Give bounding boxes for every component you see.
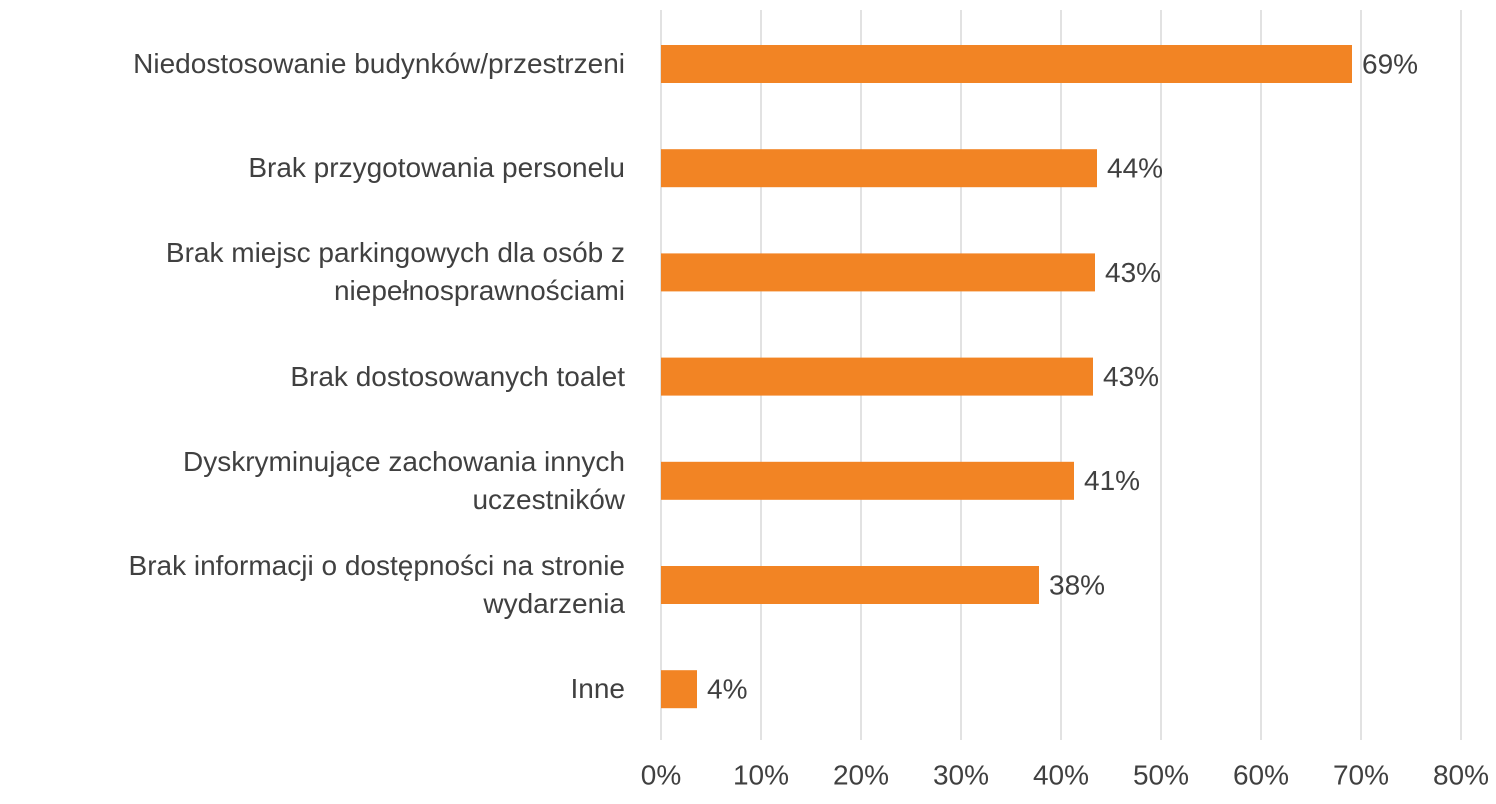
category-label: Brak informacji o dostępności na stronie… [128,550,625,619]
category-label: Niedostosowanie budynków/przestrzeni [133,48,625,79]
value-label: 41% [1084,465,1140,496]
category-label: Brak dostosowanych toalet [290,360,625,392]
bar [661,253,1095,292]
x-tick-label: 70% [1333,759,1389,790]
value-label: 43% [1103,361,1159,392]
category-label: Brak przygotowania personelu [248,152,625,184]
x-tick-label: 50% [1133,759,1189,790]
x-tick-label: 20% [833,759,889,790]
category-label: Dyskryminujące zachowania innych uczestn… [183,445,625,515]
bar [661,461,1074,500]
x-tick-label: 80% [1433,759,1489,790]
x-tick-label: 40% [1033,759,1089,790]
bar [661,357,1093,396]
category-label: Inne [570,673,626,705]
x-tick-label: 30% [933,759,989,790]
bar [661,566,1039,604]
value-label: 43% [1105,257,1161,288]
value-label: 4% [707,674,747,705]
category-label: Brak miejsc parkingowych dla osób z niep… [165,237,625,307]
x-tick-label: 60% [1233,759,1289,790]
bar [661,45,1352,83]
value-label: 38% [1049,569,1105,600]
bar [661,149,1097,188]
bar [661,670,697,709]
value-label: 69% [1362,48,1418,79]
value-label: 44% [1107,153,1163,184]
x-tick-label: 10% [733,759,789,790]
x-tick-label: 0% [641,759,681,790]
